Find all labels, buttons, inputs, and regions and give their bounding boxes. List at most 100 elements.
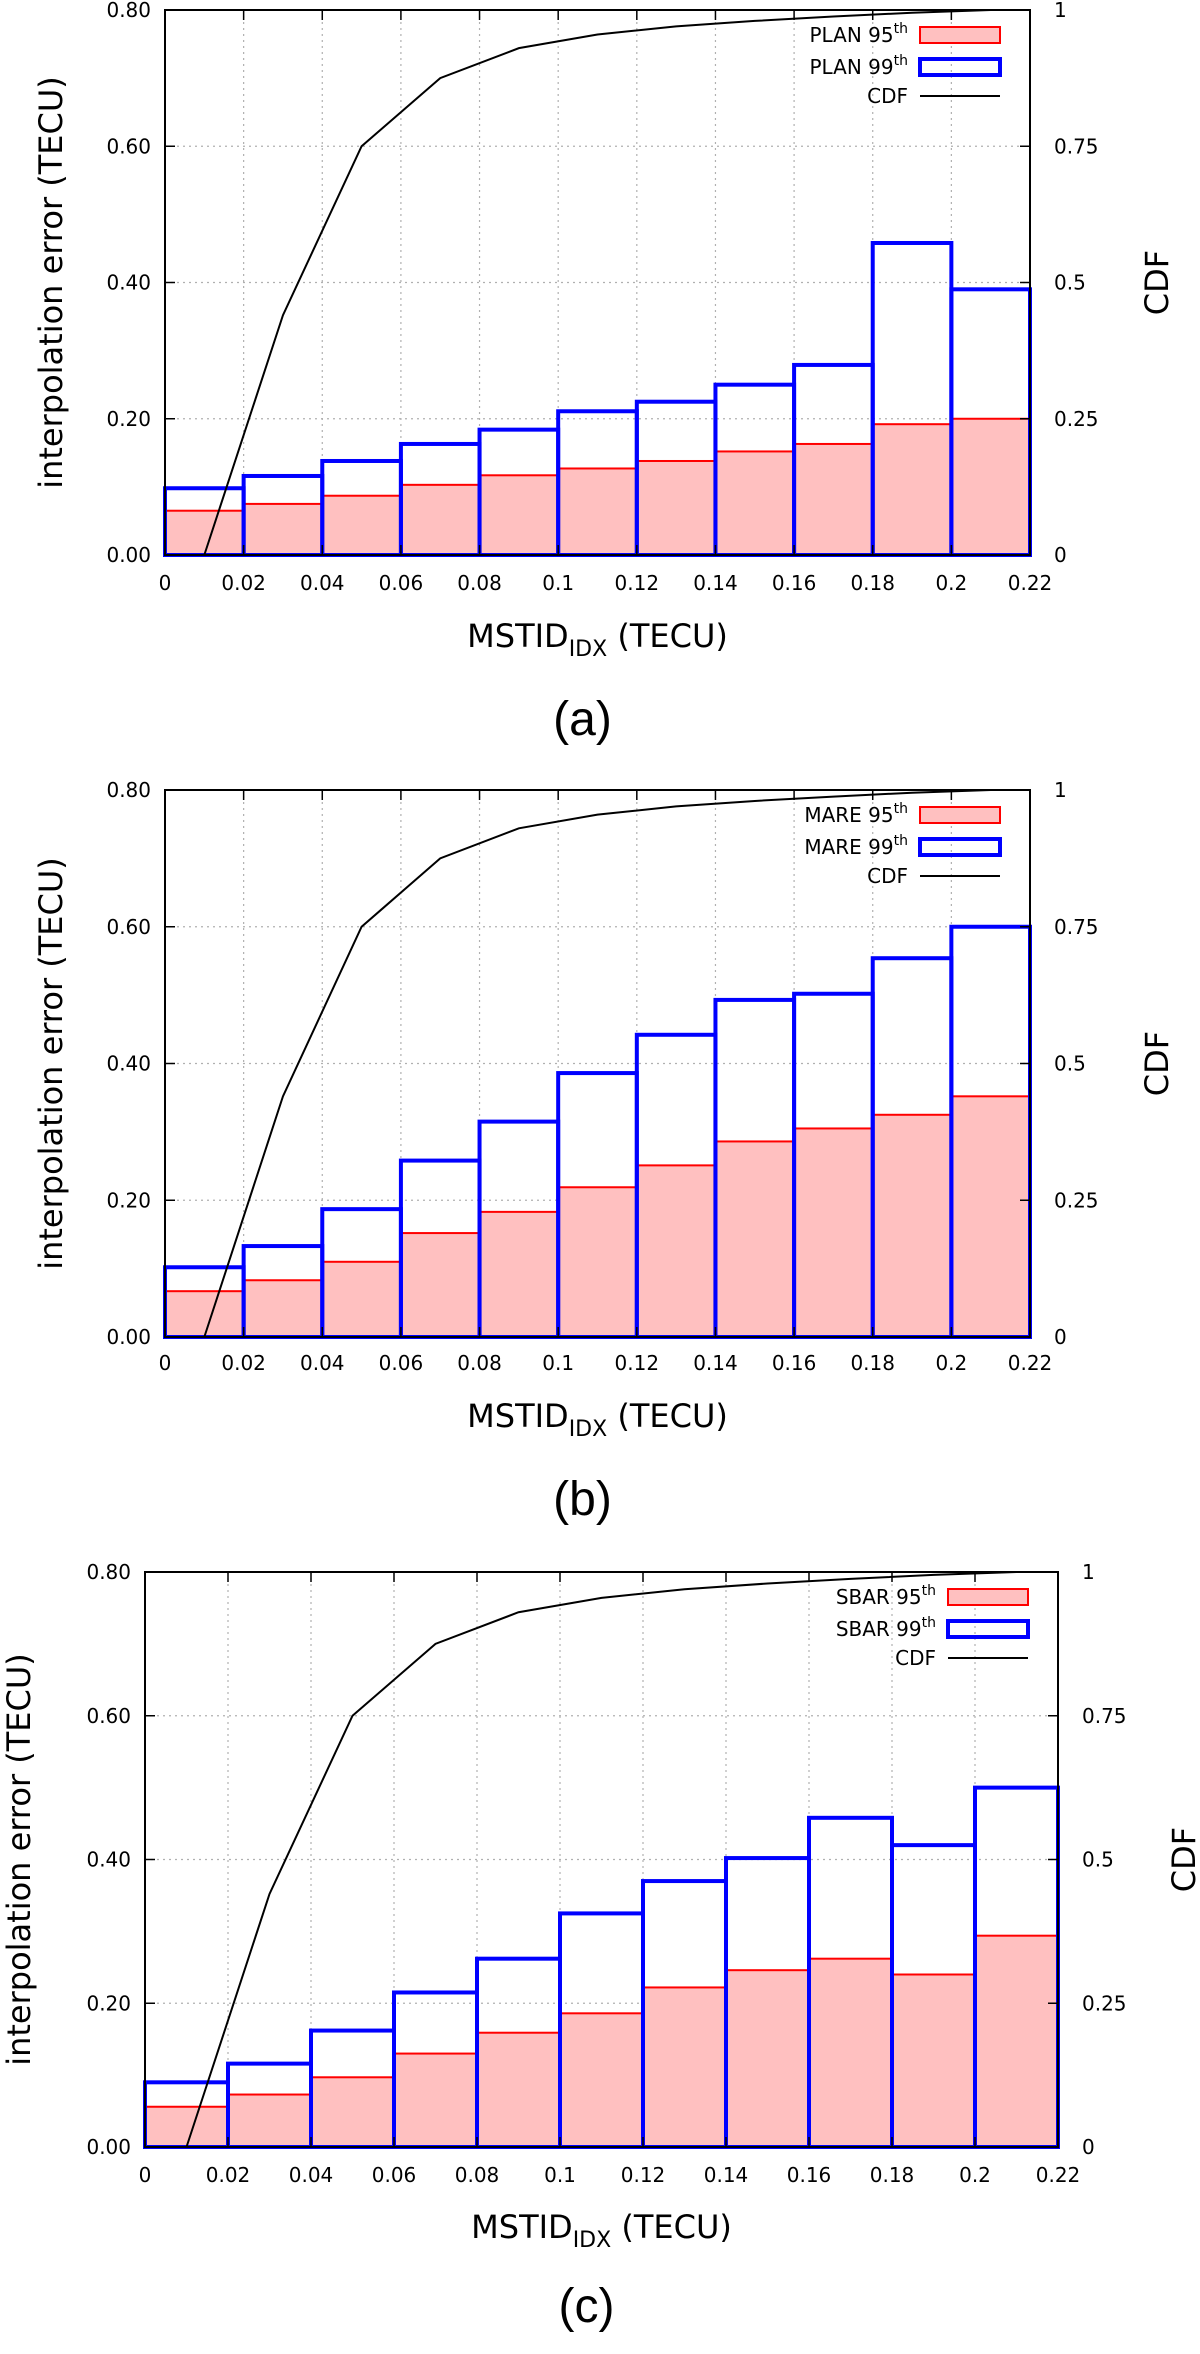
bar-95th [871, 1113, 953, 1338]
legend-label-name: PLAN 99 [810, 55, 894, 79]
x-tick-label: 0 [159, 1351, 172, 1375]
x-tick-label: 0.1 [542, 571, 574, 595]
y2-tick-label: 0.5 [1054, 271, 1086, 295]
legend-label-sup: th [894, 833, 908, 849]
bar-95th [891, 1973, 976, 2148]
y-axis-label: interpolation error (TECU) [0, 1653, 38, 2066]
legend-label-name: CDF [895, 1646, 936, 1670]
x-tick-label: 0.16 [772, 1351, 817, 1375]
y-tick-label: 0.20 [106, 407, 151, 431]
bar-95th [478, 474, 560, 557]
y-tick-label: 0.40 [106, 271, 151, 295]
x-tick-label: 0.04 [300, 1351, 345, 1375]
legend-label: MARE 99th [804, 833, 908, 859]
bar-95th [950, 417, 1032, 556]
bar-95th [557, 1186, 638, 1339]
bar-95th [242, 502, 324, 556]
legend-label-sup: th [894, 21, 908, 37]
legend-label-sup: th [922, 1583, 936, 1599]
x-axis-label-main: MSTID [467, 617, 569, 655]
y-tick-label: 0.60 [106, 134, 151, 158]
legend-swatch [918, 837, 1002, 857]
y2-axis-label: CDF [1138, 1031, 1176, 1096]
x-tick-label: 0.1 [542, 1351, 574, 1375]
y2-tick-label: 0.25 [1054, 407, 1099, 431]
y-tick-label: 0.00 [106, 543, 151, 567]
legend-label-name: SBAR 99 [836, 1617, 922, 1641]
legend-label-name: MARE 95 [804, 803, 893, 827]
legend-label: CDF [867, 84, 908, 108]
y2-tick-label: 0.5 [1054, 1052, 1086, 1076]
y2-tick-label: 0.5 [1082, 1848, 1114, 1872]
bar-95th [714, 1140, 796, 1339]
bar-95th [635, 459, 717, 556]
bar-95th [557, 467, 638, 557]
legend-label: PLAN 99th [810, 53, 909, 79]
x-axis-label-main: MSTID [467, 1397, 569, 1435]
x-tick-label: 0.16 [772, 571, 817, 595]
bar-95th [793, 442, 874, 556]
chart-panel-c: 0 0.02 0.04 0.06 0.08 0.1 0.12 0.14 0.16 0.18 0.2 0… [0, 1560, 1200, 2333]
x-tick-label: 0.04 [289, 2163, 334, 2187]
x-tick-label: 0.18 [870, 2163, 915, 2187]
x-tick-label: 0.18 [850, 1351, 895, 1375]
legend-label: SBAR 99th [836, 1615, 936, 1641]
bar-95th [310, 2076, 395, 2148]
legend: SBAR 95th SBAR 99th CDF [836, 1583, 1030, 1670]
y-tick-label: 0.80 [106, 0, 151, 22]
chart-panel-b: 0 0.02 0.04 0.06 0.08 0.1 0.12 0.14 0.16 0.18 0.2 0… [32, 778, 1176, 1526]
legend-label: MARE 95th [804, 801, 908, 827]
bar-95th [642, 1986, 727, 2148]
bar-95th [808, 1957, 893, 2148]
x-axis-label-main: MSTID [471, 2208, 573, 2246]
bar-95th [321, 494, 402, 557]
bar-95th [321, 1260, 402, 1338]
x-tick-label: 0.12 [621, 2163, 666, 2187]
legend-label-sup: th [894, 53, 908, 69]
bar-95th [725, 1969, 810, 2148]
x-tick-label: 0.06 [379, 571, 424, 595]
legend-label: PLAN 95th [810, 21, 909, 47]
y2-tick-label: 0.75 [1054, 134, 1099, 158]
bar-95th [871, 423, 953, 557]
x-axis-label-sub: IDX [573, 2228, 612, 2253]
x-axis-label-unit: (TECU) [611, 2208, 732, 2246]
x-tick-label: 0.06 [372, 2163, 417, 2187]
bar-95th [974, 1934, 1059, 2148]
legend-label: CDF [867, 864, 908, 888]
x-tick-label: 0.18 [850, 571, 895, 595]
x-tick-label: 0.14 [693, 571, 738, 595]
bar-95th [144, 2105, 229, 2148]
x-tick-label: 0.2 [935, 571, 967, 595]
y2-tick-label: 1 [1054, 0, 1067, 22]
y-tick-label: 0.40 [106, 1052, 151, 1076]
chart-panel-a: 0 0.02 0.04 0.06 0.08 0.1 0.12 0.14 0.16 0.18 0.2 0… [32, 0, 1176, 746]
bar-95th [559, 2012, 644, 2148]
y2-tick-label: 0.75 [1054, 915, 1099, 939]
x-axis-label-sub: IDX [569, 1417, 608, 1442]
x-axis-label-unit: (TECU) [607, 1397, 728, 1435]
x-tick-label: 0.22 [1036, 2163, 1081, 2187]
cdf-line [185, 1571, 1017, 2148]
x-tick-label: 0.06 [379, 1351, 424, 1375]
cdf-line [203, 9, 991, 556]
x-tick-label: 0.02 [206, 2163, 251, 2187]
legend-swatch [919, 806, 1001, 824]
legend-label-name: SBAR 95 [836, 1585, 922, 1609]
bar-95th [478, 1210, 560, 1339]
y2-tick-label: 0 [1082, 2135, 1095, 2159]
bars [163, 240, 1033, 558]
x-axis-label-unit: (TECU) [607, 617, 728, 655]
x-axis-label: MSTIDIDX (TECU) [471, 2208, 732, 2253]
cdf-line [203, 789, 991, 1338]
y2-tick-label: 1 [1082, 1560, 1095, 1584]
y-tick-label: 0.80 [106, 778, 151, 802]
panel-label: (b) [553, 1473, 612, 1526]
bar-95th [793, 1127, 874, 1339]
bar-95th [399, 483, 481, 556]
x-tick-label: 0.12 [615, 1351, 660, 1375]
bar-95th [714, 450, 796, 557]
